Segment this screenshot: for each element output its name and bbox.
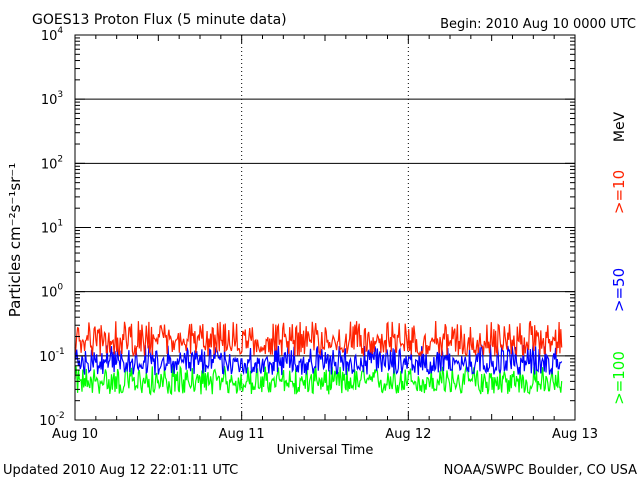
y-tick-label: 102 — [41, 154, 63, 172]
y-tick-label: 103 — [41, 90, 63, 108]
y-axis-label: Particles cm⁻²s⁻¹sr⁻¹ — [6, 163, 24, 317]
y-tick-exponent: 0 — [57, 283, 63, 293]
x-axis-ticks: Aug 10 Aug 11 Aug 12 Aug 13 — [52, 35, 598, 442]
x-tick-label: Aug 11 — [219, 427, 265, 442]
footer-credit: NOAA/SWPC Boulder, CO USA — [444, 463, 637, 478]
y-tick-exponent: 4 — [57, 26, 63, 36]
x-tick-label: Aug 12 — [385, 427, 431, 442]
x-axis-label: Universal Time — [277, 443, 374, 458]
legend-entry: >=100 — [610, 351, 628, 405]
y-tick-label: 10-1 — [39, 347, 65, 365]
legend: MeV >=10 >=50 >=100 — [610, 111, 628, 404]
plot-grid — [75, 35, 575, 420]
y-tick-label: 101 — [41, 219, 63, 237]
chart-title: GOES13 Proton Flux (5 minute data) — [32, 12, 287, 28]
x-tick-label: Aug 13 — [552, 427, 598, 442]
footer-updated: Updated 2010 Aug 12 22:01:11 UTC — [3, 463, 238, 478]
legend-entry: >=10 — [610, 170, 628, 214]
series-line — [74, 364, 563, 396]
legend-unit-label: MeV — [612, 111, 628, 142]
y-tick-exponent: 2 — [57, 154, 63, 164]
series-layer — [74, 320, 563, 396]
series-line — [74, 344, 563, 376]
series-line — [74, 320, 563, 358]
legend-entry: >=50 — [610, 268, 628, 312]
y-tick-exponent: -1 — [56, 347, 65, 357]
begin-label: Begin: 2010 Aug 10 0000 UTC — [440, 17, 636, 32]
y-tick-label: 104 — [41, 26, 64, 44]
x-tick-label: Aug 10 — [52, 427, 98, 442]
y-tick-label: 100 — [41, 283, 64, 301]
y-tick-exponent: -2 — [56, 411, 65, 421]
y-tick-exponent: 3 — [57, 90, 63, 100]
y-tick-exponent: 1 — [57, 219, 63, 229]
